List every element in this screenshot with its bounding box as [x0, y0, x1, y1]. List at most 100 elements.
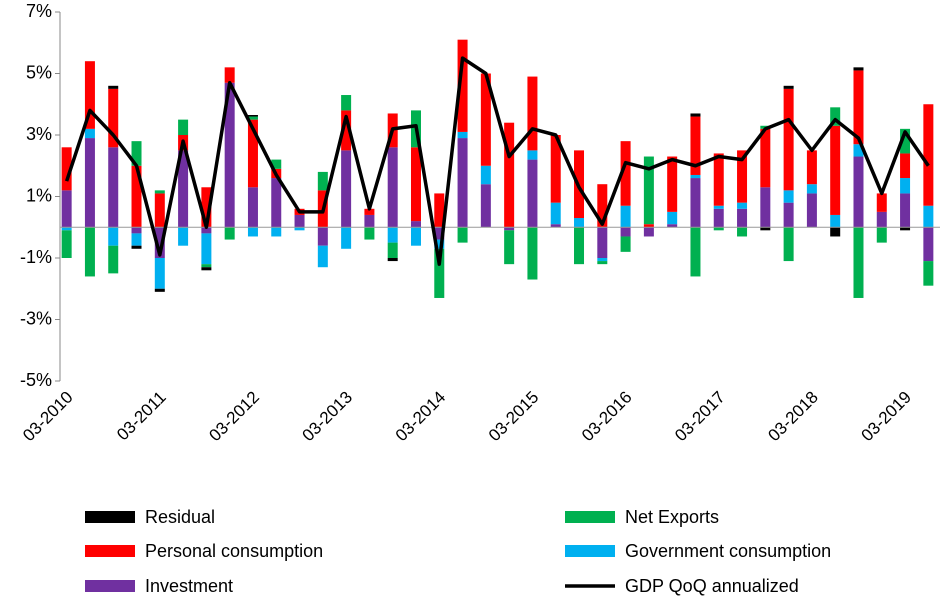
bar-segment — [760, 128, 771, 188]
x-tick-label: 03-2016 — [578, 388, 636, 446]
bar-segment — [667, 156, 678, 212]
bar-segment — [713, 205, 724, 209]
bar-segment — [853, 144, 864, 157]
legend-label: Investment — [145, 576, 233, 596]
bar-segment — [178, 150, 189, 228]
legend-label: GDP QoQ annualized — [625, 576, 799, 596]
bar-segment — [294, 214, 305, 228]
bar-segment — [201, 264, 212, 268]
bar-segment — [457, 138, 468, 228]
bar-segment — [876, 211, 887, 228]
bar-segment — [737, 208, 748, 228]
bar-segment — [387, 227, 398, 243]
bar-segment — [806, 193, 817, 228]
bar-segment — [201, 187, 212, 228]
bar-segment — [713, 227, 724, 231]
bar-segment — [713, 153, 724, 206]
legend-label: Personal consumption — [145, 541, 323, 561]
bar-segment — [900, 128, 911, 154]
bar-segment — [178, 227, 189, 246]
bar-segment — [830, 214, 841, 228]
bar-segment — [830, 227, 841, 237]
bar-segment — [224, 82, 235, 228]
bar-segment — [900, 153, 911, 179]
bar-segment — [713, 208, 724, 228]
bar-segment — [900, 178, 911, 194]
bar-segment — [876, 193, 887, 212]
bar-segment — [108, 147, 119, 228]
bar-segment — [61, 230, 72, 258]
bar-segment — [550, 135, 561, 203]
gdp-line — [64, 56, 930, 266]
y-tick-label: 7% — [26, 1, 52, 21]
bar-segment — [201, 267, 212, 271]
bar-segment — [410, 147, 421, 222]
bar-segment — [457, 39, 468, 132]
bar-segment — [504, 227, 515, 231]
bar-segment — [643, 227, 654, 237]
bar-segment — [457, 131, 468, 139]
bar-segment — [923, 227, 934, 262]
bar-segment — [317, 227, 328, 246]
bar-segment — [84, 138, 95, 228]
bar-segment — [317, 171, 328, 191]
bar-segment — [131, 233, 142, 246]
bar-segment — [434, 248, 445, 298]
bar-segment — [620, 236, 631, 252]
bar-segment — [690, 116, 701, 175]
bar-segment — [760, 187, 771, 228]
bar-segment — [527, 150, 538, 160]
bar-segment — [247, 119, 258, 188]
bar-segment — [574, 218, 585, 228]
bar-segment — [597, 258, 608, 262]
bar-segment — [108, 245, 119, 274]
bar-segment — [178, 119, 189, 135]
bar-segment — [61, 227, 72, 231]
bar-segment — [434, 239, 445, 249]
bar-segment — [690, 174, 701, 179]
y-tick-label: -3% — [20, 308, 52, 328]
bar-segment — [853, 67, 864, 71]
bar-segment — [154, 288, 165, 292]
bar-segment — [923, 104, 934, 206]
bar-segment — [620, 141, 631, 206]
x-tick-label: 03-2010 — [19, 388, 77, 446]
bar-segment — [364, 214, 375, 228]
bar-segment — [574, 227, 585, 265]
x-tick-label: 03-2014 — [392, 388, 450, 446]
bar-segment — [806, 184, 817, 194]
bar-segment — [271, 227, 282, 237]
bar-segment — [410, 227, 421, 246]
bar-segment — [410, 221, 421, 228]
y-tick-label: 3% — [26, 124, 52, 144]
bar-segment — [737, 202, 748, 209]
bar-segment — [317, 245, 328, 268]
bar-segment — [830, 107, 841, 126]
bar-segment — [667, 211, 678, 225]
bar-segment — [643, 224, 654, 228]
bar-segment — [620, 205, 631, 228]
bar-segment — [830, 125, 841, 215]
bar-segment — [620, 227, 631, 237]
bar-segment — [247, 115, 258, 117]
bar-segment — [504, 230, 515, 265]
y-tick-label: 5% — [26, 62, 52, 82]
bar-segment — [434, 193, 445, 228]
bar-segment — [387, 242, 398, 258]
bar-segment — [131, 165, 142, 228]
y-tick-label: 1% — [26, 185, 52, 205]
bar-segment — [783, 227, 794, 262]
bar-segment — [900, 227, 911, 231]
x-tick-label: 03-2015 — [485, 388, 543, 446]
bar-segment — [387, 258, 398, 262]
x-tick-label: 03-2011 — [113, 388, 170, 445]
x-tick-label: 03-2017 — [671, 388, 729, 446]
bar-segment — [783, 85, 794, 89]
bar-segment — [783, 202, 794, 228]
bar-segment — [480, 73, 491, 166]
bar-segment — [597, 227, 608, 258]
bar-segment — [853, 70, 864, 145]
bar-segment — [154, 258, 165, 289]
bar-segment — [108, 85, 119, 89]
